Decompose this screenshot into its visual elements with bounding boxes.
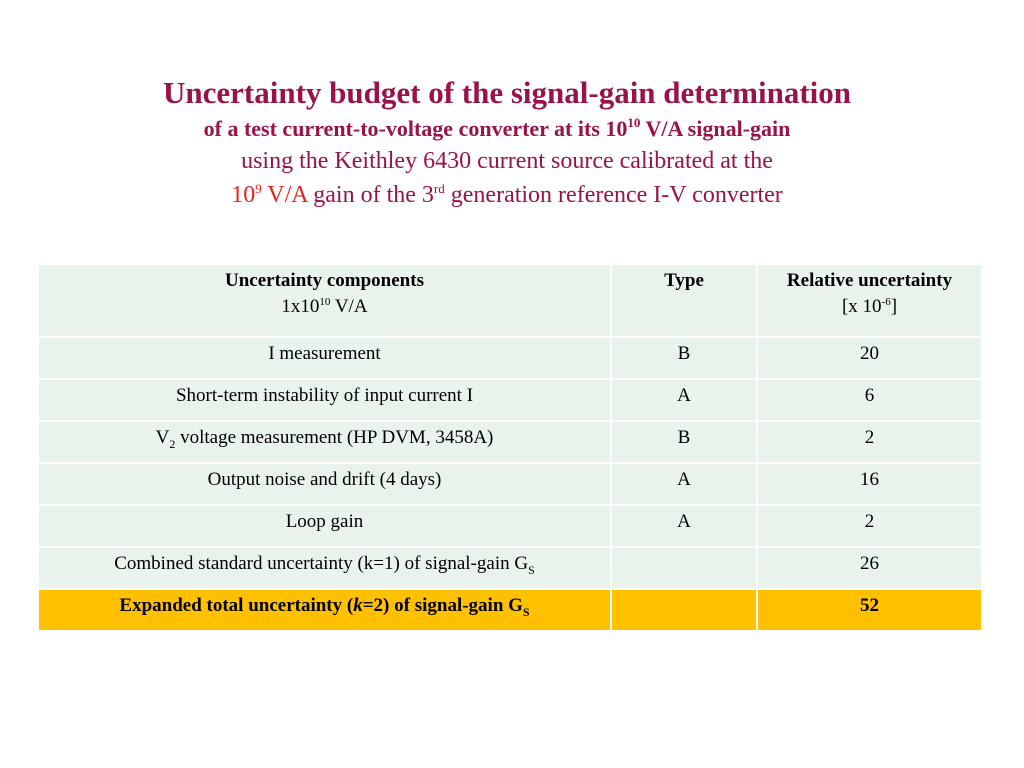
- table-row: Short-term instability of input current …: [37, 378, 983, 422]
- title-line-4-end: generation reference I-V converter: [444, 182, 783, 208]
- header-relative: Relative uncertainty [x 10-6]: [756, 263, 983, 338]
- row-component: Combined standard uncertainty (k=1) of s…: [37, 546, 612, 590]
- row-type: A: [610, 462, 758, 506]
- total-label-start: Expanded total uncertainty (: [119, 595, 354, 616]
- table-row-combined: Combined standard uncertainty (k=1) of s…: [37, 546, 983, 590]
- row-component: V2 voltage measurement (HP DVM, 3458A): [37, 420, 612, 464]
- table-header-row: Uncertainty components 1x1010 V/A Type R…: [37, 263, 983, 338]
- uncertainty-table: Uncertainty components 1x1010 V/A Type R…: [37, 263, 983, 632]
- title-line-2-text: of a test current-to-voltage converter a…: [203, 116, 628, 141]
- row-value: 20: [756, 336, 983, 380]
- row-component: I measurement: [37, 336, 612, 380]
- unit-exponent: 10: [319, 296, 331, 308]
- row-type: B: [610, 420, 758, 464]
- row-value: 2: [756, 504, 983, 548]
- table-row: Output noise and drift (4 days) A 16: [37, 462, 983, 506]
- row-value: 16: [756, 462, 983, 506]
- header-relative-label: Relative uncertainty: [786, 270, 953, 291]
- component-text: Combined standard uncertainty (k=1) of s…: [114, 553, 529, 574]
- header-components: Uncertainty components 1x1010 V/A: [37, 263, 612, 338]
- header-relative-unit: [x 10-6]: [764, 296, 975, 318]
- unit-base: 1x10: [281, 296, 320, 317]
- title-line-3: using the Keithley 6430 current source c…: [241, 148, 773, 174]
- total-label-subscript: S: [522, 605, 530, 619]
- slide-title: Uncertainty budget of the signal-gain de…: [0, 72, 1024, 212]
- scale-base: [x 10: [841, 296, 882, 317]
- total-type: [610, 588, 758, 632]
- row-type: A: [610, 504, 758, 548]
- total-value: 52: [756, 588, 983, 632]
- gain-base: 10: [231, 182, 256, 208]
- component-subscript: 2: [169, 437, 176, 451]
- scale-exponent: -6: [881, 296, 891, 308]
- gain-unit: V/A: [261, 182, 308, 208]
- row-component: Output noise and drift (4 days): [37, 462, 612, 506]
- row-type: [610, 546, 758, 590]
- table-row: V2 voltage measurement (HP DVM, 3458A) B…: [37, 420, 983, 464]
- table-row: Loop gain A 2: [37, 504, 983, 548]
- ordinal-suffix: rd: [433, 181, 445, 196]
- component-subscript: S: [528, 563, 535, 577]
- row-type: B: [610, 336, 758, 380]
- row-component: Short-term instability of input current …: [37, 378, 612, 422]
- unit-suffix: V/A: [330, 296, 368, 317]
- table-row: I measurement B 20: [37, 336, 983, 380]
- coverage-factor-symbol: k: [353, 595, 363, 616]
- scale-suffix: ]: [890, 296, 898, 317]
- row-value: 6: [756, 378, 983, 422]
- gain-highlight: 109 V/A: [231, 182, 307, 208]
- title-line-2-unit: V/A signal-gain: [640, 116, 791, 141]
- title-line-2-exponent: 10: [627, 115, 641, 130]
- total-label: Expanded total uncertainty (k=2) of sign…: [37, 588, 612, 632]
- row-type: A: [610, 378, 758, 422]
- header-type: Type: [610, 263, 758, 338]
- header-components-label: Uncertainty components: [225, 270, 424, 291]
- component-text: voltage measurement (HP DVM, 3458A): [175, 427, 494, 448]
- row-value: 2: [756, 420, 983, 464]
- title-line-1: Uncertainty budget of the signal-gain de…: [162, 75, 851, 110]
- total-label-mid: =2) of signal-gain G: [362, 595, 523, 616]
- gain-exponent: 9: [255, 181, 262, 196]
- title-line-4-mid: gain of the 3: [307, 182, 434, 208]
- title-line-4: 109 V/A gain of the 3rd generation refer…: [0, 178, 1024, 212]
- title-line-2: of a test current-to-voltage converter a…: [0, 114, 1024, 144]
- component-symbol: V: [155, 427, 170, 448]
- table-row-total: Expanded total uncertainty (k=2) of sign…: [37, 588, 983, 632]
- row-component: Loop gain: [37, 504, 612, 548]
- row-value: 26: [756, 546, 983, 590]
- header-components-unit: 1x1010 V/A: [45, 296, 604, 318]
